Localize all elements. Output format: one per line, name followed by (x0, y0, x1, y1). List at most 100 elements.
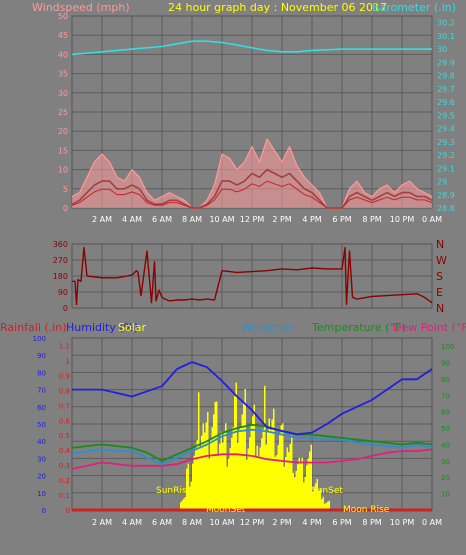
solar-bar (328, 500, 330, 510)
solar-bar (246, 459, 248, 510)
solar-bar (267, 431, 269, 510)
humidity-tick-label: 60 (37, 404, 46, 412)
humidity-title: Humidity (%) (66, 321, 138, 334)
solar-bar (327, 501, 329, 510)
solar-bar (270, 430, 272, 510)
time-tick-label: 8 PM (362, 518, 381, 527)
time-tick-label: 2 PM (272, 215, 291, 224)
temperature-tick-label: 20 (441, 474, 450, 482)
windspeed-tick-label: 15 (58, 146, 68, 155)
solar-bar (300, 463, 302, 510)
solar-bar (216, 401, 218, 510)
humidity-tick-label: 90 (37, 352, 46, 360)
solar-bar (202, 423, 204, 510)
rainfall-tick-label: 0.7 (59, 402, 70, 410)
barometer-tick-label: 29.4 (437, 125, 455, 134)
humidity-axis-ticks: 0 10 20 30 40 50 60 70 80 90 100 (33, 335, 46, 515)
solar-bar (195, 448, 197, 510)
rainfall-tick-label: 0.2 (59, 477, 70, 485)
solar-bar (234, 396, 236, 510)
direction-tick-label: 0 (63, 304, 68, 313)
direction-tick-label: 270 (53, 256, 68, 265)
barometer-tick-label: 29.7 (437, 85, 455, 94)
solar-bar (187, 463, 189, 510)
solar-bar (258, 456, 260, 510)
humidity-tick-label: 100 (33, 335, 46, 343)
rainfall-tick-label: 1 (66, 357, 70, 365)
time-tick-label: 2 AM (92, 518, 112, 527)
solar-bar (208, 458, 210, 510)
solar-bar (252, 416, 254, 510)
solar-bar (192, 463, 194, 510)
solar-bar (324, 503, 326, 510)
time-axis-ticks: 2 AM 4 AM 6 AM 8 AM 10 AM 12 PM 2 PM 4 PM 6 PM 8 … (92, 215, 442, 224)
solar-bar (307, 458, 309, 510)
time-tick-label: 10 PM (390, 215, 415, 224)
solar-bar (274, 456, 276, 510)
solar-bar (220, 431, 222, 510)
solar-bar (319, 488, 321, 510)
time-axis-ticks-bottom: 2 AM 4 AM 6 AM 8 AM 10 AM 12 PM 2 PM 4 PM 6 PM 8 … (92, 518, 442, 527)
windchill-title: Windchill (242, 321, 292, 334)
solar-bar (313, 487, 315, 510)
humidity-tick-label: 80 (37, 369, 46, 377)
time-tick-label: 8 PM (362, 215, 381, 224)
solar-bar (280, 425, 282, 510)
time-tick-label: 6 PM (332, 215, 351, 224)
solar-bar (303, 482, 305, 510)
solar-bar (268, 418, 270, 510)
windspeed-tick-label: 10 (58, 166, 68, 175)
solar-bar (277, 445, 279, 510)
temperature-tick-label: 80 (441, 376, 450, 384)
solar-bar (297, 464, 299, 510)
solar-bar (196, 440, 198, 510)
solar-bar (255, 457, 257, 510)
time-tick-label: 8 AM (182, 518, 202, 527)
solar-bar (235, 382, 237, 510)
windspeed-title: Windspeed (mph) (32, 1, 130, 14)
barometer-tick-label: 28.9 (437, 191, 455, 200)
humidity-tick-label: 10 (37, 490, 46, 498)
solar-bar (250, 426, 252, 510)
humidity-tick-label: 50 (37, 421, 46, 429)
solar-bar (306, 465, 308, 510)
solar-bar (183, 498, 185, 510)
rainfall-tick-label: 0.8 (59, 387, 70, 395)
solar-title: Solar (118, 321, 147, 334)
solar-bar (240, 427, 242, 510)
solar-bar (301, 457, 303, 510)
solar-bar (316, 479, 318, 510)
solar-bar (309, 451, 311, 510)
dew-point-line (71, 448, 433, 470)
solar-bar (322, 496, 324, 510)
wind-speed-line (71, 180, 433, 209)
wind-gust-line (71, 138, 433, 209)
plot-frame (71, 243, 433, 309)
solar-bar (205, 422, 207, 510)
solar-bar (213, 414, 215, 510)
rainfall-tick-label: 0.9 (59, 372, 70, 380)
solar-bar (312, 491, 314, 510)
time-tick-label: 12 PM (240, 518, 265, 527)
solar-bar (222, 442, 224, 510)
time-tick-label: 2 AM (92, 215, 112, 224)
rainfall-tick-label: 0.3 (59, 462, 70, 470)
temperature-line (71, 423, 433, 462)
compass-label: N (436, 302, 444, 315)
time-tick-label: 10 AM (209, 518, 234, 527)
solar-bar (291, 435, 293, 510)
solar-bar (207, 412, 209, 510)
direction-panel-series (72, 246, 433, 306)
humidity-tick-label: 40 (37, 438, 46, 446)
solar-bar (283, 466, 285, 510)
solar-bar (247, 448, 249, 510)
direction-tick-label: 180 (53, 272, 68, 281)
rainfall-tick-label: 0.1 (59, 492, 70, 500)
temperature-tick-label: 40 (441, 441, 450, 449)
windspeed-tick-label: 45 (58, 31, 68, 40)
solar-bar (271, 419, 273, 510)
solar-bar (219, 443, 221, 510)
solar-bar (288, 452, 290, 510)
